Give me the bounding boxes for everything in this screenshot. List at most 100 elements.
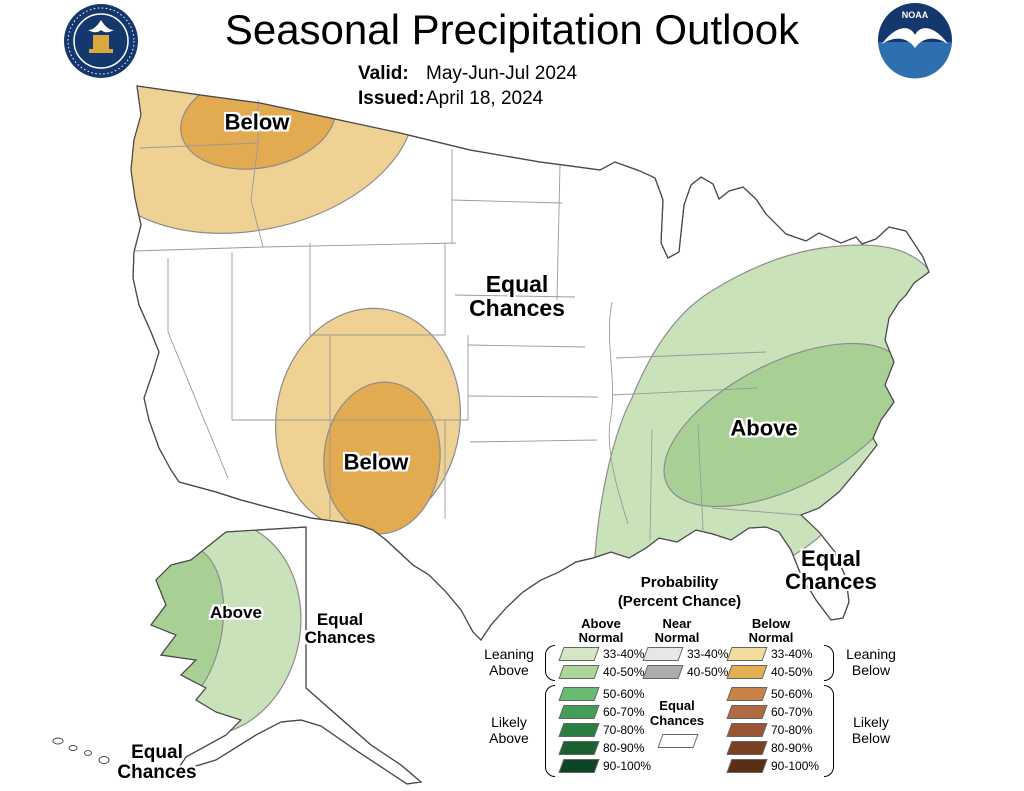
legend-swatch [558,687,600,701]
commerce-seal-graphic [64,4,138,78]
legend-row-label: 33-40% [603,647,645,661]
col-line2: Normal [578,630,624,646]
group-line1: Leaning [484,646,534,662]
legend-row-label: 90-100% [771,759,820,773]
group-line2: Below [851,662,891,679]
legend-row-below-90-100: 90-100% [726,759,820,773]
map-label-equal-chances-central: Equal Chances [469,272,565,320]
legend-group-leaning-below: Leaning Below [840,646,902,678]
legend-group-likely-below: Likely Below [840,714,902,746]
bracket-leaning-below [824,645,834,681]
group-line2: Below [851,730,891,747]
legend-swatch [726,705,768,719]
map-label-below-southwest: Below [343,449,409,475]
legend-row-above-40-50: 40-50% [558,665,645,679]
legend-title: Probability (Percent Chance) [592,574,767,612]
legend-row-label: 80-90% [603,741,645,755]
legend-row-label: 40-50% [603,665,645,679]
legend-swatch [726,741,768,755]
state-borders [133,100,802,541]
legend-swatch [642,665,684,679]
equal-line2: Chances [785,569,877,594]
map-label-above-southeast: Above [730,415,798,441]
col-line1: Near [662,616,692,631]
valid-label: Valid: [358,63,409,84]
group-line2: Above [489,662,529,679]
legend-swatch [558,647,600,661]
legend-row-below-80-90: 80-90% [726,741,813,755]
commerce-seal-logo [62,2,140,80]
legend-row-label: 50-60% [603,687,645,701]
group-line1: Likely [491,714,527,730]
legend-row-label: 60-70% [603,705,645,719]
legend-row-above-80-90: 80-90% [558,741,645,755]
map-label-above-alaska: Above [210,603,262,623]
legend-row-label: 70-80% [603,723,645,737]
equal-line2: Chances [304,628,376,647]
legend-title-line1: Probability [640,574,719,591]
legend-row-label: 50-60% [771,687,813,701]
noaa-logo-text: NOAA [902,10,929,20]
bracket-leaning-above [545,645,555,681]
map-label-equal-chances-hawaii: Equal Chances [117,743,196,783]
legend-group-likely-above: Likely Above [478,714,540,746]
equal-line1: Equal [316,610,364,630]
legend-col-near-normal: Near Normal [646,616,708,646]
legend-col-below-normal: Below Normal [738,616,804,646]
legend-col-above-normal: Above Normal [570,616,632,646]
legend-group-leaning-above: Leaning Above [478,646,540,678]
hawaii-islands [52,737,137,778]
legend-row-below-60-70: 60-70% [726,705,813,719]
legend-row-above-70-80: 70-80% [558,723,645,737]
legend-row-above-60-70: 60-70% [558,705,645,719]
legend-row-near-40-50: 40-50% [642,665,728,679]
legend-swatch [726,759,768,773]
legend-row-label: 60-70% [771,705,813,719]
legend-swatch [558,741,600,755]
valid-issued-block: Valid: May-Jun-Jul 2024 Issued: April 18… [358,62,577,111]
legend-row-below-50-60: 50-60% [726,687,813,701]
col-line2: Normal [654,630,700,646]
legend-row-label: 90-100% [603,759,652,773]
legend-swatch [726,723,768,737]
legend-swatch [726,665,768,679]
legend-equal-chances-label: Equal Chances [645,698,709,729]
group-line1: Likely [853,714,889,730]
conus-outline [130,85,930,641]
bracket-likely-below [824,685,834,777]
legend-row-below-33-40: 33-40% [726,647,812,661]
noaa-logo: NOAA [876,1,954,79]
equal-line1: Equal [801,545,861,571]
col-line2: Normal [748,630,794,646]
bracket-likely-above [545,685,555,777]
equal-line2: Chances [469,295,565,321]
equal-line2: Chances [649,712,705,728]
equal-line1: Equal [659,698,695,713]
group-line2: Above [489,730,529,747]
issued-value: April 18, 2024 [426,87,544,109]
legend-row-near-33-40: 33-40% [642,647,729,661]
issued-row: Issued: April 18, 2024 [358,87,577,112]
legend-swatch [558,705,600,719]
page-title: Seasonal Precipitation Outlook [224,6,800,53]
legend-row-above-90-100: 90-100% [558,759,652,773]
col-line1: Above [581,616,621,631]
legend-row-above-33-40: 33-40% [558,647,645,661]
legend-row-below-40-50: 40-50% [726,665,812,679]
legend-row-above-50-60: 50-60% [558,687,645,701]
legend-row-label: 80-90% [771,741,813,755]
map-label-equal-chances-alaska: Equal Chances [305,611,376,647]
legend-row-label: 70-80% [771,723,813,737]
legend-swatch [558,723,600,737]
group-line1: Leaning [846,646,896,662]
legend-equal-chances-swatch [657,734,699,748]
map-label-below-northwest: Below [224,109,290,135]
legend-title-line2: (Percent Chance) [617,592,742,610]
legend-row-label: 33-40% [687,647,729,661]
legend-swatch [726,687,768,701]
legend-swatch [558,665,600,679]
issued-label: Issued: [358,87,425,109]
alaska-outline [150,526,423,785]
